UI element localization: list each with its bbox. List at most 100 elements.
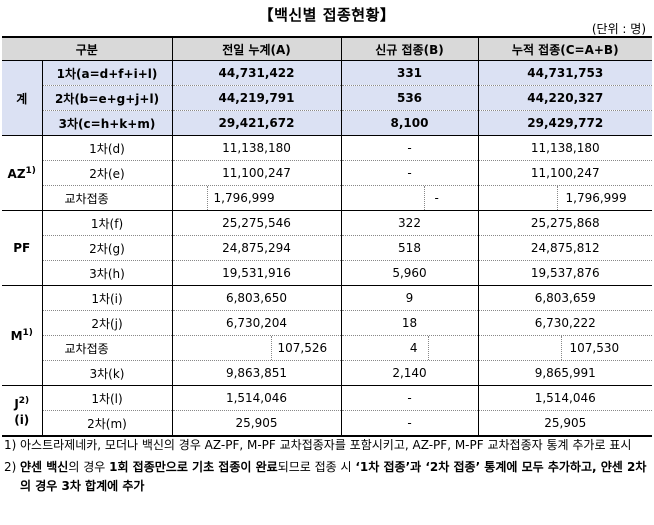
row-label: 3차(h) [42,260,172,286]
row-label: 1차(d) [42,135,172,161]
cell-cum: 1,796,999 [477,185,653,211]
group-name: AZ [7,166,26,181]
cell-prev: 25,905 [171,410,341,437]
footnote-2: 2) 얀센 백신의 경우 1회 접종만으로 기초 접종이 완료되므로 접종 시 … [4,458,650,496]
cell-new: 18 [340,310,478,336]
cell-new: - [340,160,478,186]
table-row: 3차(k) 9,863,851 2,140 9,865,991 [2,360,652,386]
cell-prev: 19,531,916 [171,260,341,286]
footnote-ref: 2) [18,396,30,406]
cross-cum-value: 1,796,999 [556,186,653,210]
footnote-ref: 1) [25,165,36,176]
vaccination-table: 구분 전일 누계(A) 신규 접종(B) 누적 접종(C=A+B) 계 1차(a… [2,36,652,437]
row-label-cross: 교차접종 [41,335,172,361]
cell-prev: 9,863,851 [171,360,341,386]
cell-cum: 24,875,812 [477,235,652,261]
table-row: 2차(e) 11,100,247 - 11,100,247 [2,160,652,186]
group-name: M [10,329,23,343]
row-label: 1차(i) [42,285,172,311]
footnote-1: 1) 아스트라제네카, 모더나 백신의 경우 AZ-PF, M-PF 교차접종자… [4,436,650,455]
cell-new: 2,140 [340,360,478,386]
cell-prev: 44,219,791 [171,85,341,111]
cell-prev: 1,796,999 [171,185,341,211]
table-row: 2차(m) 25,905 - 25,905 [2,410,652,437]
cell-new: - [340,410,478,437]
cell-new: 322 [340,210,478,236]
table-row: 2차(b=e+g+j+l) 44,219,791 536 44,220,327 [2,85,652,111]
group-label-az: AZ1) [2,135,43,211]
cell-new: - [340,135,478,161]
group-sub: (i) [14,413,30,427]
footnote-text: 의 경우 [68,460,110,474]
footnote-ref: 1) [22,328,33,338]
cell-cum: 44,220,327 [477,85,652,111]
cell-new: 8,100 [340,110,478,136]
cell-cum: 6,803,659 [477,285,652,311]
row-label: 2차(m) [42,410,172,437]
group-label-pf: PF [2,210,43,286]
table-header: 구분 전일 누계(A) 신규 접종(B) 누적 접종(C=A+B) [2,36,652,61]
cell-new: 518 [340,235,478,261]
cell-cum: 44,731,753 [477,60,652,86]
row-label: 1차(a=d+f+i+l) [42,60,172,86]
cell-prev: 29,421,672 [171,110,341,136]
table-row: 교차접종 1,796,999 - 1,796,999 [2,185,653,211]
footnote-emphasis: 얀센 백신 [20,460,69,474]
row-label: 2차(b=e+g+j+l) [42,85,172,111]
row-label: 2차(j) [91,316,123,331]
footnotes: 1) 아스트라제네카, 모더나 백신의 경우 AZ-PF, M-PF 교차접종자… [4,436,650,499]
col-header-new: 신규 접종(B) [340,36,478,61]
row-label: 1차(l) [42,385,172,411]
footnote-number: 1) [4,438,17,452]
cell-cum: 1,514,046 [477,385,652,411]
group-label-j: J2) (i) [2,385,43,437]
footnote-text: 되므로 접종 시 [277,460,356,474]
row-label: 1차(f) [42,210,172,236]
table-row: J2) (i) 1차(l) 1,514,046 - 1,514,046 [2,385,652,437]
row-label-cross: 교차접종 [41,185,172,211]
table-row: 계 1차(a=d+f+i+l) 44,731,422 331 44,731,75… [2,60,652,136]
col-header-category: 구분 [2,36,172,61]
cell-prev: 107,526 [171,335,341,361]
cell-cum: 107,530 [477,335,653,361]
row-label: 3차(k) [42,360,172,386]
cross-prev-value: 107,526 [270,336,341,360]
cell-cum: 11,100,247 [477,160,652,186]
row-label: 2차(g) [42,235,172,261]
cell-cum: 25,905 [477,410,652,437]
table-row: AZ1) 1차(d) 11,138,180 - 11,138,180 [2,135,652,211]
cell-cum: 11,138,180 [477,135,652,161]
cross-new-value: - [423,186,478,210]
col-header-cum: 누적 접종(C=A+B) [477,36,652,61]
cross-cum-value: 107,530 [560,336,653,360]
cell-cum: 6,730,222 [477,310,652,336]
cell-new: - [340,185,478,211]
group-name: J [14,397,19,411]
table-row: PF 1차(f) 25,275,546 322 25,275,868 [2,210,652,286]
group-label-total: 계 [2,60,43,136]
cell-new: 4 [340,335,478,361]
table-row: 2차(j) 6,730,204 18 6,730,222 [2,310,652,336]
table-row: 3차(c=h+k+m) 29,421,672 8,100 29,429,772 [2,110,652,136]
cell-prev: 1,514,046 [171,385,341,411]
cell-cum: 9,865,991 [477,360,652,386]
row-label: 3차(c=h+k+m) [42,110,172,136]
col-header-prev: 전일 누계(A) [171,36,341,61]
cell-prev: 11,100,247 [171,160,341,186]
footnote-number: 2) [4,460,17,474]
cell-cum: 25,275,868 [477,210,652,236]
cell-new: 5,960 [340,260,478,286]
cell-prev: 6,803,650 [171,285,341,311]
cell-prev: 24,875,294 [171,235,341,261]
cell-new: 331 [340,60,478,86]
table-row: 2차(g) 24,875,294 518 24,875,812 [2,235,652,261]
cell-cum: 29,429,772 [477,110,652,136]
footnote-emphasis: 1회 접종만으로 기초 접종이 완료 [109,460,278,474]
cell-new: 9 [340,285,478,311]
cell-new: 536 [340,85,478,111]
cell-prev: 6,730,204 [171,310,341,336]
table-row: M1) 1차(i) 6,803,650 9 6,803,659 [2,285,652,386]
group-label-m: M1) [2,285,43,386]
row-label: 2차(e) [89,166,125,181]
cell-prev: 44,731,422 [171,60,341,86]
